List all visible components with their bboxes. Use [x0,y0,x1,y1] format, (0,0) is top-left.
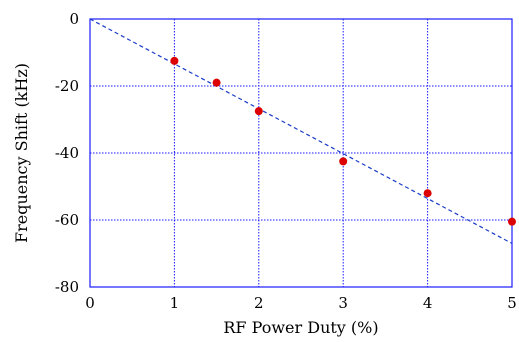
plot-frame [89,18,513,288]
x-tick-label: 2 [254,294,264,312]
y-tick-labels: 0 -20 -40 -60 -80 [55,10,79,296]
grid [90,19,512,287]
x-tick-label: 1 [170,294,180,312]
data-point [508,217,516,226]
x-tick-label: 0 [85,294,95,312]
series-layer [89,18,516,244]
y-tick-label: 0 [69,10,79,28]
y-tick-label: -80 [55,278,79,296]
data-point [212,78,221,87]
x-tick-labels: 0 1 2 3 4 5 [85,294,517,312]
x-axis-label: RF Power Duty (%) [223,318,378,337]
x-tick-label: 4 [423,294,433,312]
y-tick-label: -40 [55,144,79,162]
data-point [254,107,263,116]
y-tick-label: -60 [55,211,79,229]
x-tick-label: 5 [507,294,517,312]
data-point [423,189,432,198]
x-tick-label: 3 [338,294,348,312]
y-tick-label: -20 [55,77,79,95]
y-axis-label: Frequency Shift (kHz) [12,63,31,243]
data-point [339,157,348,166]
fit-line [89,18,513,244]
data-point [170,56,179,65]
